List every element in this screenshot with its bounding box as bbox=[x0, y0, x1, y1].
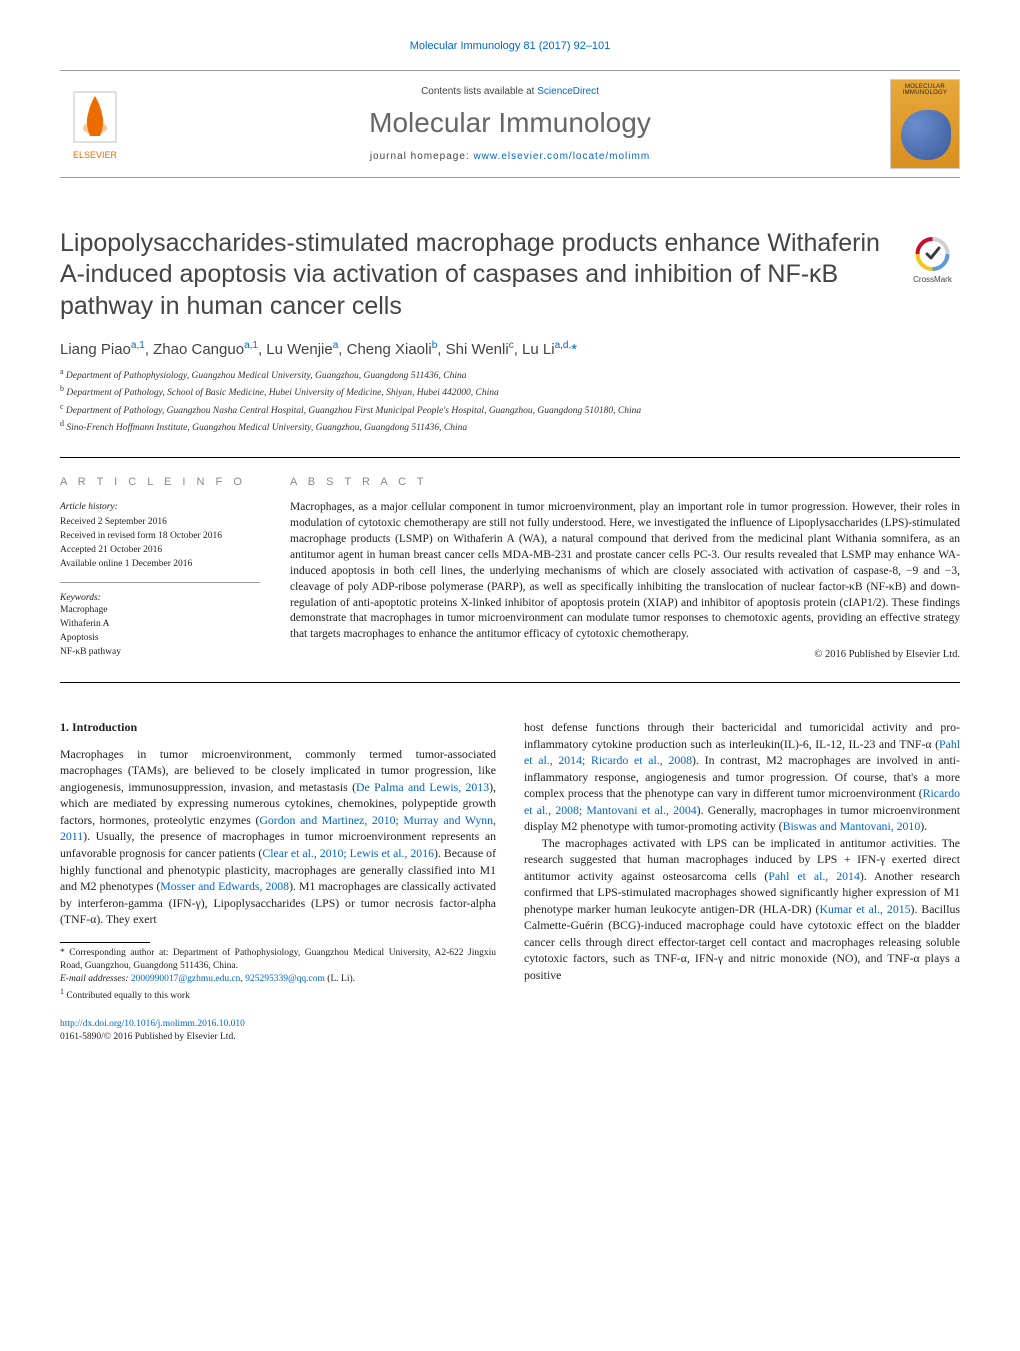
doi-block: http://dx.doi.org/10.1016/j.molimm.2016.… bbox=[60, 1018, 496, 1045]
intro-p2: host defense functions through their bac… bbox=[524, 719, 960, 835]
abstract-col: A B S T R A C T Macrophages, as a major … bbox=[290, 476, 960, 660]
copyright: © 2016 Published by Elsevier Ltd. bbox=[290, 649, 960, 660]
article-info-heading: A R T I C L E I N F O bbox=[60, 476, 260, 488]
affiliations: a Department of Pathophysiology, Guangzh… bbox=[60, 366, 960, 436]
section-1-heading: 1. Introduction bbox=[60, 719, 496, 736]
issn-line: 0161-5890/© 2016 Published by Elsevier L… bbox=[60, 1032, 236, 1042]
intro-p1: Macrophages in tumor microenvironment, c… bbox=[60, 746, 496, 928]
history-revised: Received in revised form 18 October 2016 bbox=[60, 529, 260, 543]
footnotes-rule bbox=[60, 942, 150, 943]
svg-text:CrossMark: CrossMark bbox=[913, 275, 953, 284]
footnotes: * Corresponding author at: Department of… bbox=[60, 947, 496, 1004]
ref-link[interactable]: Mosser and Edwards, 2008 bbox=[160, 879, 289, 893]
intro-p3: The macrophages activated with LPS can b… bbox=[524, 835, 960, 984]
footnote-equal: 1 Contributed equally to this work bbox=[60, 986, 496, 1003]
keyword: Apoptosis bbox=[60, 631, 260, 645]
history-accepted: Accepted 21 October 2016 bbox=[60, 543, 260, 557]
sciencedirect-link[interactable]: ScienceDirect bbox=[537, 86, 599, 97]
journal-ref: Molecular Immunology 81 (2017) 92–101 bbox=[60, 40, 960, 52]
doi-link[interactable]: http://dx.doi.org/10.1016/j.molimm.2016.… bbox=[60, 1019, 245, 1029]
article-info-col: A R T I C L E I N F O Article history: R… bbox=[60, 476, 260, 660]
affiliation: c Department of Pathology, Guangzhou Nas… bbox=[60, 401, 960, 418]
contents-line: Contents lists available at ScienceDirec… bbox=[150, 86, 870, 97]
footnote-corresponding: * Corresponding author at: Department of… bbox=[60, 947, 496, 974]
keywords-list: MacrophageWithaferin AApoptosisNF-κB pat… bbox=[60, 603, 260, 660]
ref-link[interactable]: Kumar et al., 2015 bbox=[819, 902, 910, 916]
keyword: Withaferin A bbox=[60, 617, 260, 631]
history-label: Article history: bbox=[60, 500, 260, 514]
affiliation: d Sino-French Hoffmann Institute, Guangz… bbox=[60, 418, 960, 435]
article-history: Article history: Received 2 September 20… bbox=[60, 500, 260, 582]
contents-prefix: Contents lists available at bbox=[421, 86, 537, 97]
affiliation: b Department of Pathology, School of Bas… bbox=[60, 383, 960, 400]
abstract-text: Macrophages, as a major cellular compone… bbox=[290, 500, 960, 643]
ref-link[interactable]: De Palma and Lewis, 2013 bbox=[356, 780, 489, 794]
affiliation: a Department of Pathophysiology, Guangzh… bbox=[60, 366, 960, 383]
keywords-heading: Keywords: bbox=[60, 593, 260, 603]
email-link[interactable]: 2000990017@gzhmu.edu.cn bbox=[131, 974, 241, 984]
journal-title: Molecular Immunology bbox=[150, 107, 870, 139]
keyword: Macrophage bbox=[60, 603, 260, 617]
homepage-prefix: journal homepage: bbox=[370, 151, 474, 162]
homepage-line: journal homepage: www.elsevier.com/locat… bbox=[150, 151, 870, 162]
ref-link[interactable]: Biswas and Mantovani, 2010 bbox=[783, 819, 921, 833]
header-center: Contents lists available at ScienceDirec… bbox=[150, 86, 870, 162]
article-title: Lipopolysaccharides-stimulated macrophag… bbox=[60, 228, 885, 322]
email-link[interactable]: 925295339@qq.com bbox=[245, 974, 325, 984]
authors: Liang Piaoa,1, Zhao Canguoa,1, Lu Wenjie… bbox=[60, 340, 960, 358]
history-online: Available online 1 December 2016 bbox=[60, 557, 260, 571]
abstract-heading: A B S T R A C T bbox=[290, 476, 960, 488]
rule-strong bbox=[60, 457, 960, 458]
homepage-link[interactable]: www.elsevier.com/locate/molimm bbox=[473, 151, 650, 162]
ref-link[interactable]: Pahl et al., 2014 bbox=[768, 869, 859, 883]
svg-text:ELSEVIER: ELSEVIER bbox=[73, 150, 118, 160]
journal-header: ELSEVIER Contents lists available at Sci… bbox=[60, 70, 960, 178]
history-received: Received 2 September 2016 bbox=[60, 515, 260, 529]
footnote-emails: E-mail addresses: 2000990017@gzhmu.edu.c… bbox=[60, 973, 496, 986]
rule-strong-2 bbox=[60, 682, 960, 683]
ref-link[interactable]: Clear et al., 2010; Lewis et al., 2016 bbox=[262, 846, 434, 860]
crossmark-badge[interactable]: CrossMark bbox=[905, 232, 960, 287]
journal-cover bbox=[890, 79, 960, 169]
keyword: NF-κB pathway bbox=[60, 645, 260, 659]
body-columns: 1. Introduction Macrophages in tumor mic… bbox=[60, 719, 960, 1044]
elsevier-logo: ELSEVIER bbox=[60, 84, 130, 164]
